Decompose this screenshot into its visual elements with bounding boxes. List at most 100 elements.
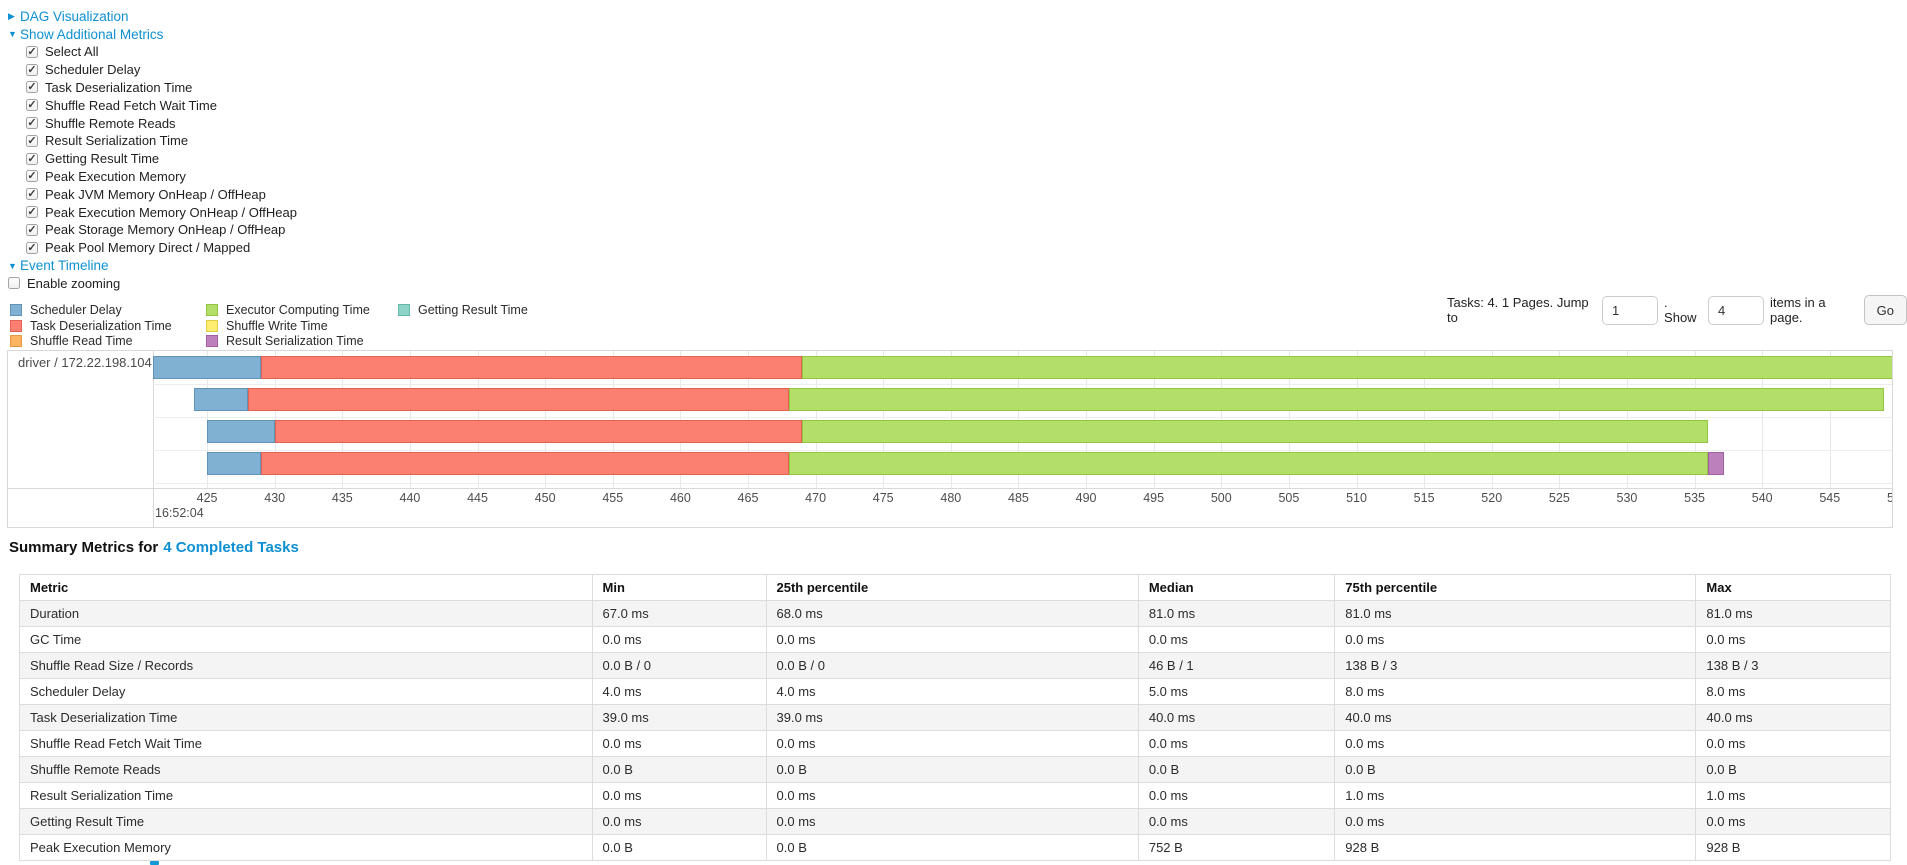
metric-value-cell: 928 B [1334,834,1697,861]
legend-item: Task Deserialization Time [10,318,206,334]
axis-gridline [409,351,411,488]
metric-value-cell: 0.0 ms [765,626,1139,653]
metric-name-cell: Scheduler Delay [19,678,593,705]
task-bar-segment-scheduler-delay[interactable] [153,356,262,379]
axis-gridline [1829,351,1831,488]
legend-swatch-icon [10,335,22,348]
axis-gridline [1559,351,1561,488]
task-bar-segment-task-deserialization[interactable] [274,420,803,443]
legend-item: Executor Computing Time [206,302,398,318]
table-row: Shuffle Read Size / Records 0.0 B / 0 0.0 … [19,652,1891,679]
next-section-cutoff-fragment [150,861,159,865]
metric-checkbox[interactable]: ✓ [26,223,38,236]
metric-value-cell: 40.0 ms [1695,704,1891,731]
legend-item: Shuffle Read Time [10,334,206,350]
metric-name-cell: Result Serialization Time [19,782,593,809]
metric-value-cell: 5.0 ms [1137,678,1336,705]
task-bar-segment-executor-computing[interactable] [802,356,1892,379]
task-bar-segment-task-deserialization[interactable] [261,452,789,475]
legend-label: Result Serialization Time [226,334,364,349]
metric-value-cell: 81.0 ms [1695,600,1891,627]
enable-zooming-row: Enable zooming [8,275,297,293]
legend-label: Getting Result Time [418,302,528,317]
axis-gridline [1762,351,1764,488]
metric-value-cell: 40.0 ms [1137,704,1336,731]
dag-visualization-toggle[interactable]: ▶ DAG Visualization [8,7,297,25]
task-bar-segment-scheduler-delay[interactable] [207,452,262,475]
task-bar-segment-result-serialization[interactable] [1708,452,1725,475]
legend-label: Scheduler Delay [30,302,122,317]
metric-checkbox[interactable]: ✓ [26,152,38,165]
axis-gridline [680,351,682,488]
metric-checkbox[interactable]: ✓ [26,117,38,130]
axis-tick-label: 505 [1278,491,1300,505]
metric-value-cell: 0.0 ms [1695,808,1891,835]
metric-checkbox[interactable]: ✓ [26,241,38,254]
metric-checkbox[interactable]: ✓ [26,134,38,147]
enable-zooming-checkbox[interactable] [8,277,20,290]
legend-item: Scheduler Delay [10,302,206,318]
table-row: Task Deserialization Time 39.0 ms 39.0 ms 4… [19,704,1891,731]
metric-checkbox-label: Result Serialization Time [45,133,189,149]
table-row: Duration 67.0 ms 68.0 ms 81.0 ms 81.0 ms 81.0… [19,600,1891,627]
metric-value-cell: 0.0 B / 0 [765,652,1139,679]
executor-group-label: driver / 172.22.198.104 [18,355,152,370]
metric-name-cell: Shuffle Read Fetch Wait Time [19,730,593,757]
metric-value-cell: 0.0 ms [1137,626,1336,653]
legend-swatch-icon [10,303,22,316]
table-row: GC Time 0.0 ms 0.0 ms 0.0 ms 0.0 ms 0.0 ms [19,626,1891,653]
time-axis-line [8,488,1892,489]
metric-checkbox[interactable]: ✓ [26,45,38,58]
metric-checkbox-label: Getting Result Time [45,151,160,167]
metric-checkbox-row: ✓ Shuffle Remote Reads [26,114,297,132]
metric-checkbox[interactable]: ✓ [26,206,38,219]
metric-value-cell: 0.0 ms [1334,730,1697,757]
time-origin-label: 16:52:04 [155,506,204,520]
task-bar-segment-task-deserialization[interactable] [261,356,803,379]
group-column-divider [153,351,154,527]
items-per-page-input[interactable] [1708,295,1764,325]
metric-value-cell: 0.0 ms [591,626,767,653]
axis-gridline [1694,351,1696,488]
metric-checkbox-label: Shuffle Read Fetch Wait Time [45,97,217,113]
metric-checkbox[interactable]: ✓ [26,188,38,201]
summary-metrics-title: Summary Metrics for 4 Completed Tasks [9,539,299,556]
table-row: Shuffle Read Fetch Wait Time 0.0 ms 0.0 ms… [19,730,1891,757]
table-row: Getting Result Time 0.0 ms 0.0 ms 0.0 ms 0.0… [19,808,1891,835]
task-bar-segment-executor-computing[interactable] [788,452,1709,475]
table-body: Duration 67.0 ms 68.0 ms 81.0 ms 81.0 ms 81.0… [19,600,1891,861]
task-bar-segment-executor-computing[interactable] [802,420,1709,443]
metric-value-cell: 138 B / 3 [1695,652,1891,679]
metric-checkbox-label: Scheduler Delay [45,62,141,78]
metric-name-cell: Shuffle Remote Reads [19,756,593,783]
collapsed-arrow-icon: ▶ [8,10,15,21]
metric-checkbox[interactable]: ✓ [26,81,38,94]
axis-gridline [342,351,344,488]
event-timeline-toggle[interactable]: ▼ Event Timeline [8,257,297,275]
metric-value-cell: 0.0 ms [765,782,1139,809]
completed-tasks-link[interactable]: 4 Completed Tasks [163,539,299,556]
metric-value-cell: 39.0 ms [591,704,767,731]
task-bar-segment-executor-computing[interactable] [788,388,1884,411]
axis-gridline [1086,351,1088,488]
column-header: 25th percentile [765,574,1139,601]
column-header: Median [1137,574,1336,601]
task-bar-segment-scheduler-delay[interactable] [193,388,248,411]
event-timeline-label: Event Timeline [20,258,109,274]
tasks-count-text: Tasks: 4. 1 Pages. Jump to [1447,295,1589,325]
go-button[interactable]: Go [1863,295,1907,325]
show-additional-metrics-toggle[interactable]: ▼ Show Additional Metrics [8,25,297,43]
metric-checkbox-row: ✓ Result Serialization Time [26,132,297,150]
axis-gridline [612,351,614,488]
jump-to-page-input[interactable] [1602,295,1659,325]
task-bar-segment-scheduler-delay[interactable] [207,420,275,443]
metric-value-cell: 46 B / 1 [1137,652,1336,679]
metric-checkbox[interactable]: ✓ [26,99,38,112]
metric-value-cell: 68.0 ms [765,600,1139,627]
task-bar-segment-task-deserialization[interactable] [247,388,789,411]
metric-value-cell: 81.0 ms [1334,600,1697,627]
metric-checkbox[interactable]: ✓ [26,170,38,183]
row-separator-line [153,483,1892,484]
axis-tick-label: 550 [1887,491,1892,505]
metric-checkbox[interactable]: ✓ [26,63,38,76]
